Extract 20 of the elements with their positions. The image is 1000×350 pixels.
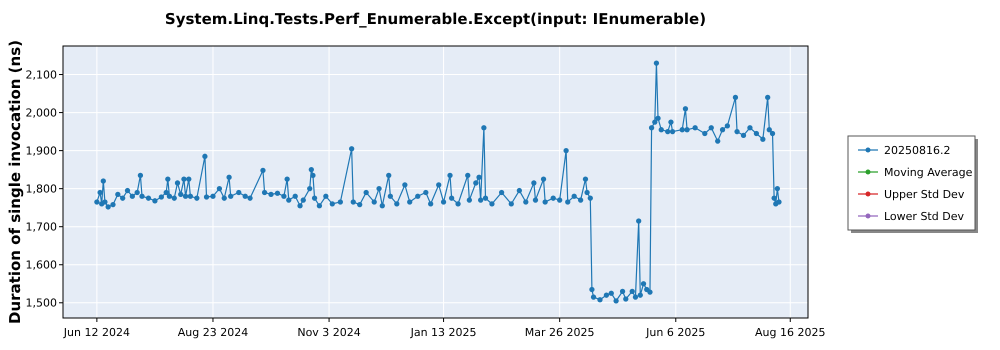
legend-label: Moving Average xyxy=(884,166,973,179)
legend-label: Lower Std Dev xyxy=(884,210,964,223)
y-tick-label: 1,900 xyxy=(26,144,57,158)
y-axis-title: Duration of single invocation (ns) xyxy=(6,40,24,324)
y-tick-label: 1,800 xyxy=(26,182,57,196)
x-tick-label: Aug 23 2024 xyxy=(178,326,248,339)
x-tick-label: Nov 3 2024 xyxy=(297,326,361,339)
y-tick-label: 2,000 xyxy=(26,106,57,120)
legend-label: 20250816.2 xyxy=(884,144,950,157)
y-tick-label: 1,500 xyxy=(26,296,57,310)
x-tick-label: Jun 6 2025 xyxy=(645,326,706,339)
y-tick-label: 1,600 xyxy=(26,258,57,272)
y-tick-label: 1,700 xyxy=(26,220,57,234)
legend-label: Upper Std Dev xyxy=(884,188,965,201)
x-tick-label: Aug 16 2025 xyxy=(755,326,826,339)
x-tick-label: Jan 13 2025 xyxy=(410,326,477,339)
x-tick-label: Jun 12 2024 xyxy=(62,326,130,339)
y-tick-label: 2,100 xyxy=(26,68,57,82)
chart-title: System.Linq.Tests.Perf_Enumerable.Except(input: IEnumerable) xyxy=(164,10,706,28)
x-tick-label: Mar 26 2025 xyxy=(524,326,595,339)
